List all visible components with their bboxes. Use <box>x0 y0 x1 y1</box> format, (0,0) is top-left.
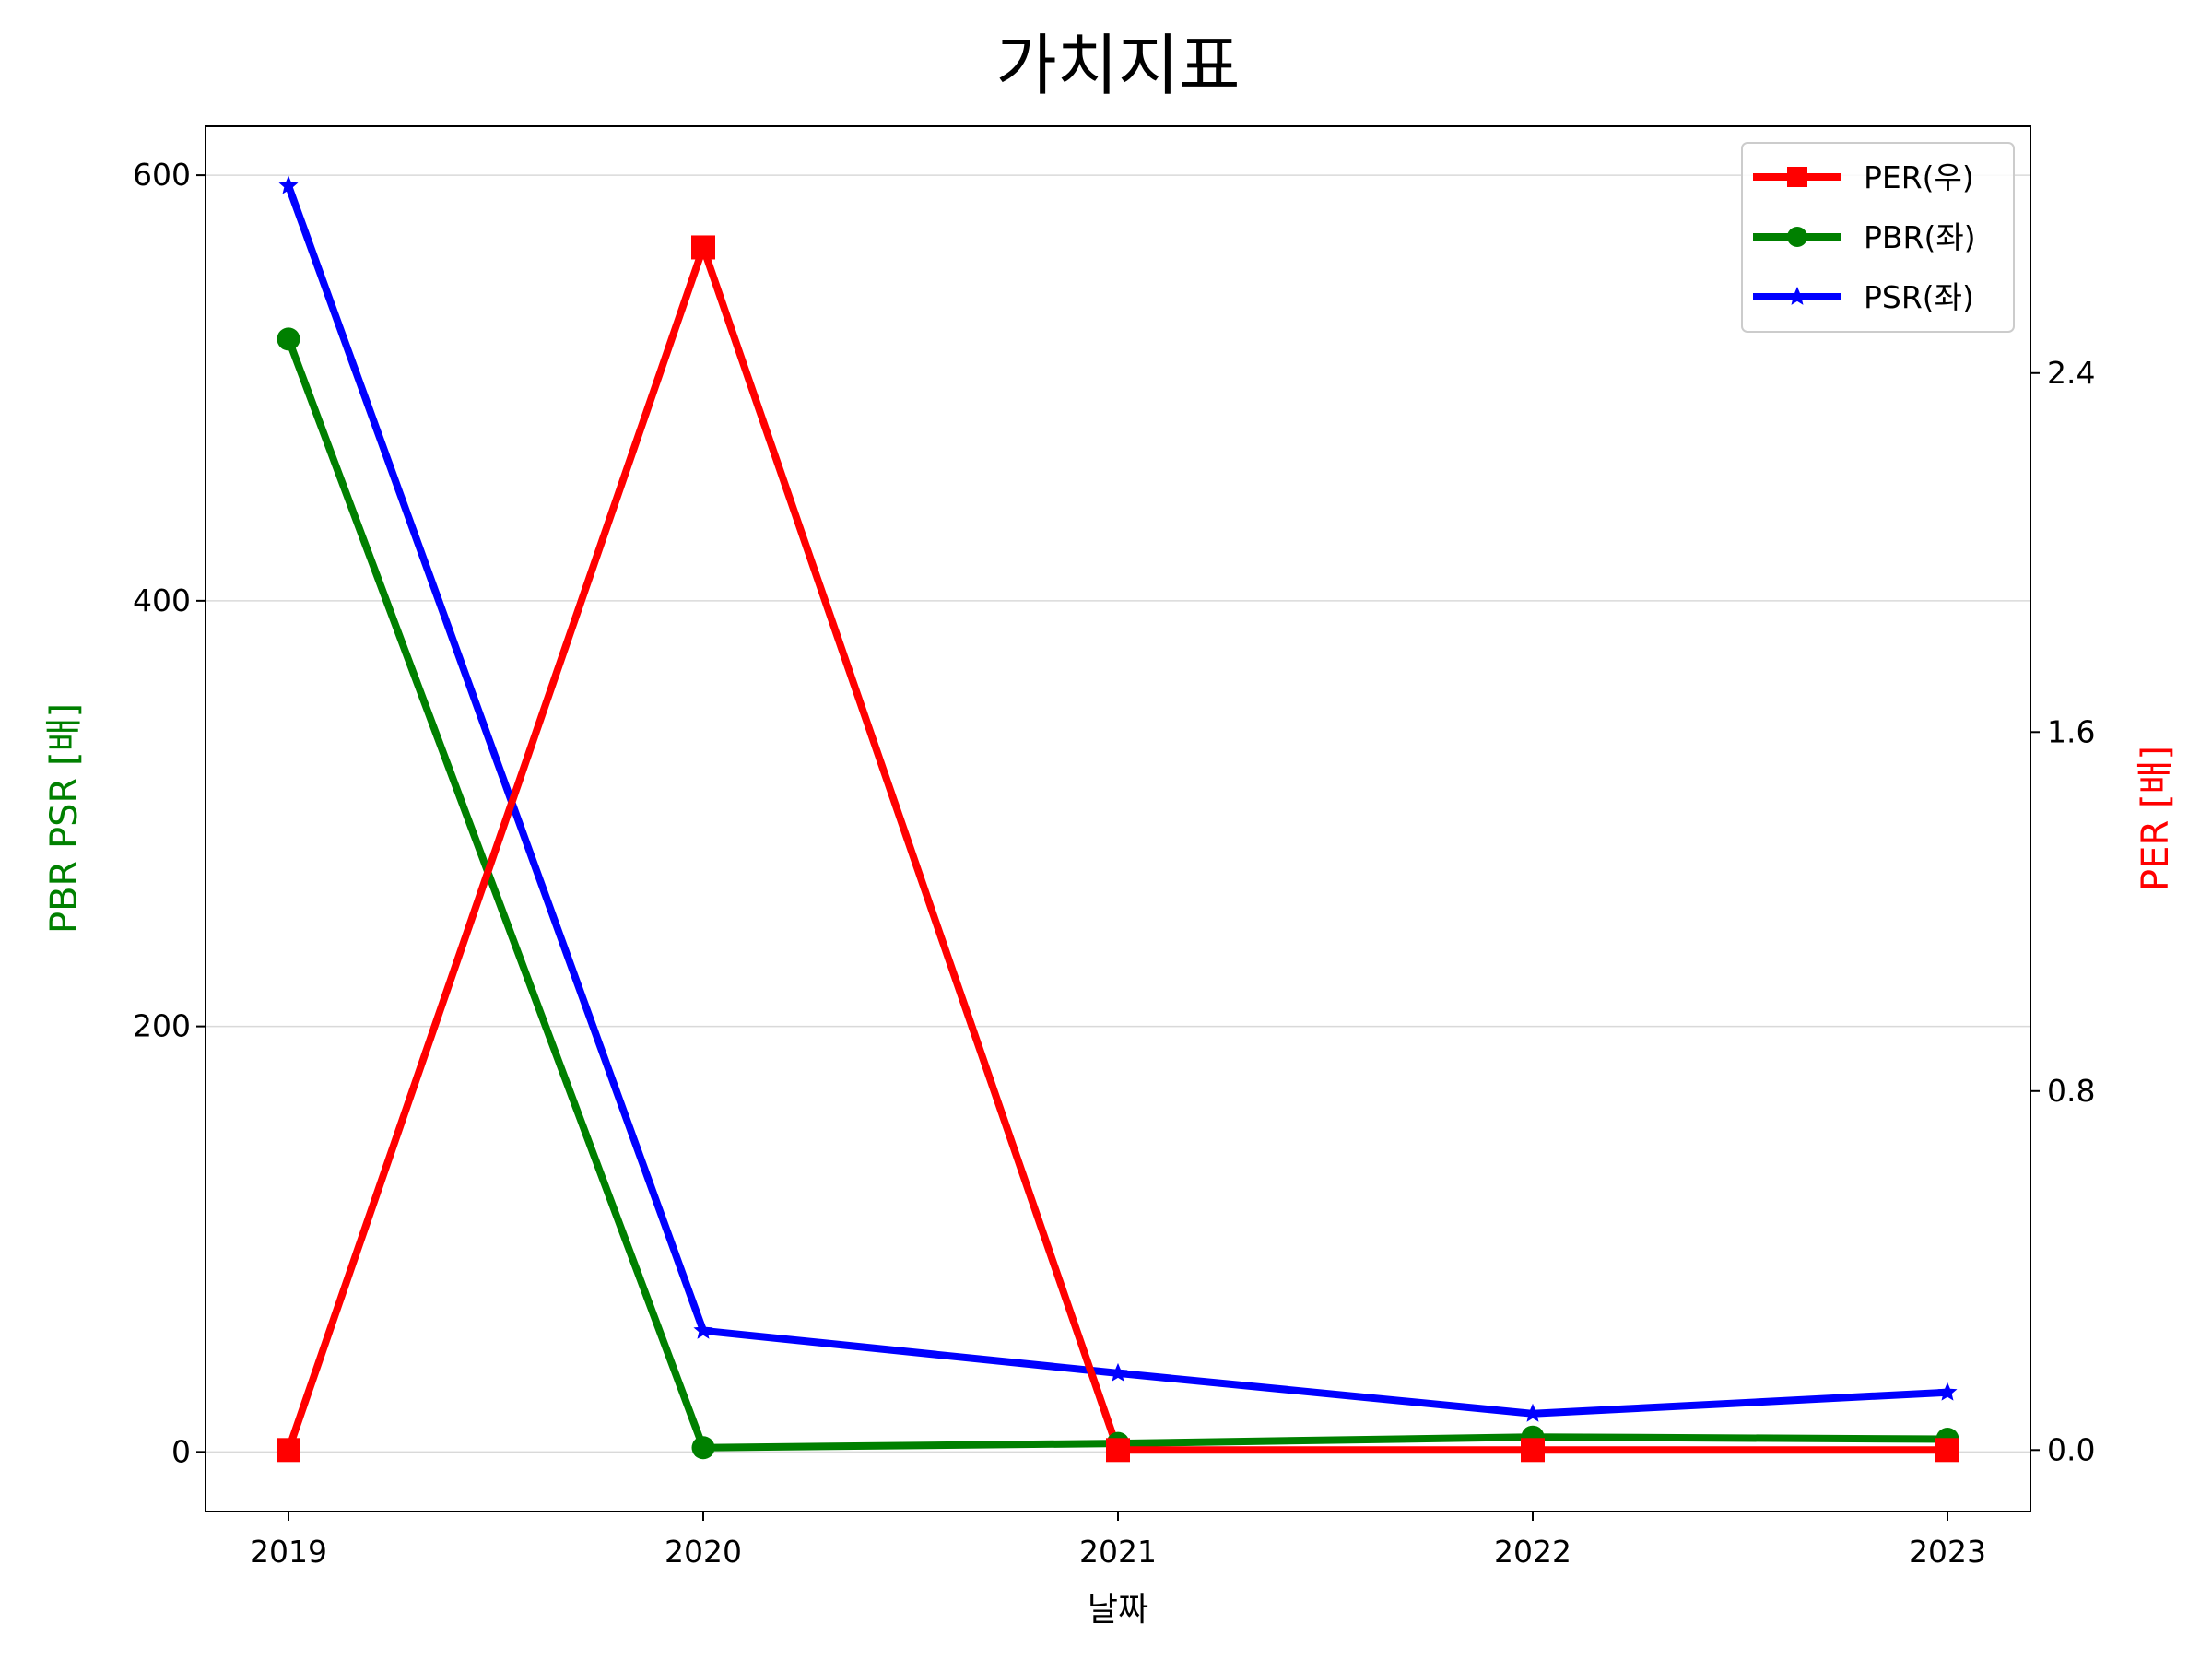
left-y-tick-label: 0 <box>171 1433 191 1469</box>
data-point-psr <box>1523 1403 1543 1422</box>
right-y-axis-label: PER [배] <box>2135 746 2177 891</box>
series-lines <box>285 184 1948 1454</box>
legend-label-pbr: PBR(좌) <box>1864 219 1976 255</box>
data-point-psr <box>693 1320 713 1339</box>
chart-title: 가치지표 <box>996 27 1241 104</box>
right-y-tick-label: 0.8 <box>2047 1073 2095 1109</box>
series-markers <box>276 175 1959 1463</box>
right-y-axis: 0.0 0.8 1.6 2.4 <box>2030 355 2095 1467</box>
legend-box <box>1741 142 2015 333</box>
right-y-tick-label: 0.0 <box>2047 1431 2095 1467</box>
legend-marker-per <box>1787 167 1807 187</box>
data-point-per <box>1521 1438 1545 1463</box>
series-line-psr <box>285 184 1948 1418</box>
plot-frame <box>205 125 2031 1512</box>
data-point-per <box>1936 1438 1959 1463</box>
x-axis: 2019 2020 2021 2022 2023 <box>250 1512 1986 1570</box>
left-y-tick-label: 600 <box>133 157 191 193</box>
data-point-psr <box>1108 1362 1128 1382</box>
left-y-tick-label: 200 <box>133 1008 191 1044</box>
data-point-per <box>691 235 715 260</box>
gridlines <box>206 174 2030 1453</box>
data-point-per <box>276 1438 300 1463</box>
data-point-pbr <box>691 1436 715 1460</box>
x-tick-label: 2019 <box>250 1534 327 1570</box>
left-y-axis-label: PBR PSR [배] <box>43 703 86 934</box>
left-y-tick-label: 400 <box>133 582 191 618</box>
data-point-pbr <box>276 327 300 351</box>
legend-label-psr: PSR(좌) <box>1864 279 1974 315</box>
data-point-psr <box>1937 1382 1958 1401</box>
x-axis-label: 날짜 <box>1088 1591 1148 1629</box>
data-point-psr <box>278 175 299 194</box>
series-line-pbr <box>285 337 1948 1452</box>
x-tick-label: 2021 <box>1079 1534 1157 1570</box>
legend-marker-psr <box>1787 287 1807 305</box>
right-y-tick-label: 1.6 <box>2047 713 2095 749</box>
right-y-tick-label: 2.4 <box>2047 355 2095 391</box>
legend-marker-pbr <box>1787 227 1807 247</box>
x-tick-label: 2022 <box>1494 1534 1571 1570</box>
left-y-axis: 0 200 400 600 <box>133 157 206 1469</box>
legend-label-per: PER(우) <box>1864 159 1974 195</box>
series-line-per <box>285 243 1947 1454</box>
data-point-per <box>1106 1438 1130 1463</box>
x-tick-label: 2023 <box>1909 1534 1986 1570</box>
x-tick-label: 2020 <box>665 1534 742 1570</box>
legend: PER(우) PBR(좌) PSR(좌) <box>1741 142 2015 333</box>
